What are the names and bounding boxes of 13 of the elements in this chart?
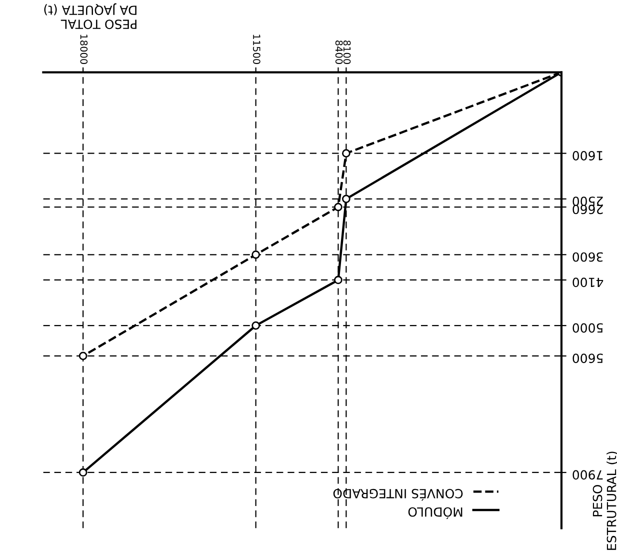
y-tick-label: 3600	[572, 252, 603, 262]
x-tick-label: 11500	[252, 34, 260, 64]
x-axis-title: PESO TOTAL DA JAQUETA (t)	[44, 3, 136, 30]
x-tick-label: 18000	[80, 34, 88, 64]
y-tick-label: 5000	[572, 323, 603, 333]
y-tick-label: 7900	[572, 470, 603, 480]
y-tick-label: 5600	[572, 354, 603, 364]
y-tick-label: 1600	[572, 151, 602, 160]
x-tick-label: 8100	[343, 40, 351, 64]
x-tick-label: 8400	[335, 40, 343, 64]
y-tick-label: 4100	[572, 278, 604, 288]
legend-label: CONVÉS INTEGRADO	[333, 488, 463, 501]
legend-label: MÓDULO	[408, 507, 462, 520]
